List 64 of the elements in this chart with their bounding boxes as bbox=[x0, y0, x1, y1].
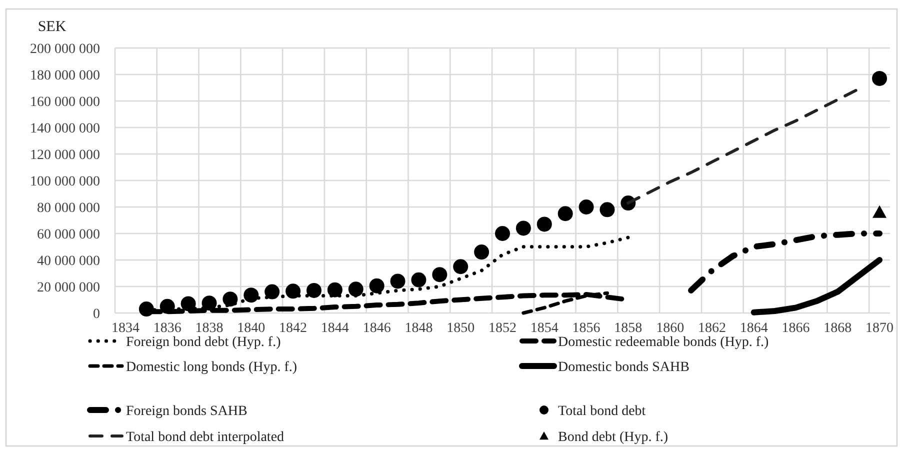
x-tick-label: 1854 bbox=[530, 321, 558, 336]
legend-label: Total bond debt interpolated bbox=[126, 430, 284, 445]
x-tick-label: 1850 bbox=[446, 321, 475, 336]
point bbox=[244, 288, 259, 303]
point bbox=[138, 302, 154, 317]
point bbox=[390, 274, 406, 289]
y-tick-label: 80 000 000 bbox=[37, 200, 100, 216]
x-tick-label: 1852 bbox=[488, 321, 516, 336]
y-tick-label: 0 bbox=[93, 306, 100, 322]
y-tick-label: 20 000 000 bbox=[37, 280, 100, 296]
y-tick-label: 120 000 000 bbox=[30, 148, 100, 163]
legend-label: Domestic redeemable bonds (Hyp. f.) bbox=[558, 334, 770, 350]
point bbox=[327, 282, 342, 298]
x-tick-label: 1846 bbox=[362, 321, 391, 336]
y-axis-title: SEK bbox=[38, 19, 66, 35]
point bbox=[474, 244, 490, 260]
point bbox=[202, 296, 217, 311]
y-tick-label: 40 000 000 bbox=[37, 254, 100, 269]
x-tick-label: 1870 bbox=[866, 321, 894, 336]
point bbox=[306, 282, 322, 298]
x-tick-label: 1848 bbox=[404, 321, 433, 336]
x-tick-label: 1838 bbox=[195, 321, 224, 336]
legend-label: Foreign bond debt (Hyp. f.) bbox=[126, 334, 282, 350]
point bbox=[348, 282, 364, 297]
y-tick-label: 60 000 000 bbox=[37, 227, 100, 242]
x-tick-label: 1858 bbox=[614, 321, 642, 336]
y-tick-label: 180 000 000 bbox=[30, 68, 100, 84]
x-tick-label: 1864 bbox=[740, 321, 768, 336]
legend-label: Total bond debt bbox=[558, 404, 646, 419]
legend-label: Foreign bonds SAHB bbox=[126, 404, 248, 419]
x-tick-label: 1836 bbox=[153, 321, 182, 336]
point bbox=[369, 278, 384, 294]
y-tick-label: 140 000 000 bbox=[30, 121, 100, 136]
point bbox=[600, 202, 615, 218]
x-tick-label: 1856 bbox=[572, 321, 600, 336]
x-tick-label: 1866 bbox=[782, 321, 810, 336]
x-tick-label: 1834 bbox=[111, 321, 140, 336]
point bbox=[578, 200, 594, 214]
point bbox=[516, 220, 531, 236]
point bbox=[536, 216, 552, 232]
x-tick-label: 1862 bbox=[698, 321, 726, 336]
point bbox=[872, 70, 888, 86]
point bbox=[432, 267, 448, 282]
legend-label: Domestic bonds SAHB bbox=[558, 360, 690, 375]
y-tick-label: 200 000 000 bbox=[30, 42, 100, 57]
point bbox=[495, 226, 510, 241]
point bbox=[286, 284, 301, 299]
y-tick-label: 160 000 000 bbox=[30, 94, 100, 110]
point bbox=[453, 259, 468, 274]
legend-label: Domestic long bonds (Hyp. f.) bbox=[126, 360, 298, 375]
point bbox=[411, 272, 426, 288]
x-tick-label: 1840 bbox=[237, 321, 266, 336]
point bbox=[160, 298, 175, 314]
point bbox=[872, 205, 887, 218]
point bbox=[222, 292, 238, 307]
legend-label: Bond debt (Hyp. f.) bbox=[558, 430, 668, 445]
point bbox=[264, 284, 280, 300]
x-tick-label: 1860 bbox=[656, 321, 684, 336]
y-tick-label: 100 000 000 bbox=[30, 174, 100, 190]
x-tick-label: 1844 bbox=[320, 321, 349, 336]
point bbox=[180, 296, 196, 312]
x-tick-label: 1868 bbox=[824, 321, 852, 336]
point bbox=[558, 206, 573, 222]
x-tick-label: 1842 bbox=[279, 321, 308, 336]
